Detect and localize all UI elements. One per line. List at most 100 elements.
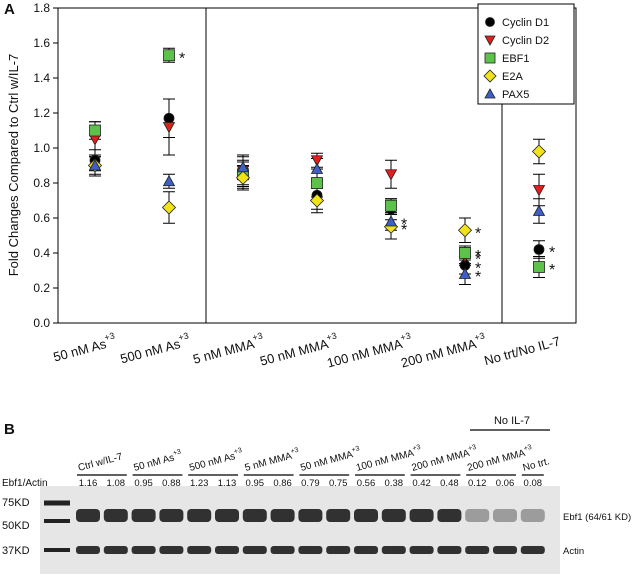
category-name: 50 nM MMA: [258, 336, 330, 369]
ebf1-band: [242, 509, 267, 522]
ebf1-band: [270, 509, 295, 522]
significance: *: [549, 245, 555, 262]
group-name: 50 nM MMA: [299, 449, 354, 474]
actin-band: [520, 546, 545, 554]
group-name: 200 nM MMA: [411, 448, 472, 474]
group-superscript: +3: [233, 447, 243, 456]
group-name: Ctrl w/IL-7: [77, 451, 124, 474]
ebf1-band: [103, 509, 128, 522]
significance: *: [549, 262, 555, 279]
size-marker: 50KD: [2, 520, 30, 532]
actin-band: [326, 546, 351, 554]
legend-label: Cyclin D1: [502, 17, 549, 29]
y-tick-label: 0.8: [33, 176, 50, 190]
group-name: 500 nM As: [188, 451, 237, 474]
point: [309, 193, 325, 208]
y-tick-label: 0.0: [33, 316, 50, 330]
no-il7-label: No IL-7: [494, 415, 530, 427]
category-superscript: +3: [177, 331, 190, 343]
ebf1-band: [76, 509, 100, 522]
point: [161, 200, 177, 215]
actin-band: [159, 546, 184, 554]
ebf1-band: [215, 509, 239, 522]
category-name: 100 nM MMA: [325, 336, 404, 371]
point: [458, 267, 472, 279]
point: [162, 174, 176, 187]
ratio-value: 0.75: [329, 478, 348, 489]
point: [310, 155, 324, 167]
group-superscript: +3: [351, 445, 361, 454]
category-name: 500 nM As: [119, 336, 183, 367]
panel-label: A: [4, 1, 15, 18]
point: [310, 162, 324, 174]
legend-label: Cyclin D2: [502, 35, 549, 47]
legend-marker: [483, 69, 497, 83]
point: [163, 112, 175, 124]
actin-band: [103, 546, 128, 554]
ebf1-band: [298, 509, 323, 522]
legend-marker: [485, 17, 495, 27]
y-tick-label: 0.2: [33, 281, 50, 295]
legend-marker: [484, 35, 496, 46]
band-label: Actin: [563, 546, 584, 557]
ebf1-band: [493, 509, 517, 522]
ratio-value: 0.56: [357, 478, 376, 489]
y-axis-title: Fold Changes Compared to Ctrl w/IL-7: [6, 54, 21, 277]
point: [531, 144, 547, 159]
legend-marker: [484, 88, 496, 99]
ratio-value: 0.42: [412, 478, 431, 489]
ladder-band: [44, 500, 70, 506]
y-tick-label: 1.4: [33, 71, 50, 85]
ratio-value: 0.48: [440, 478, 459, 489]
actin-band: [270, 546, 295, 554]
category-name: 50 nM As: [52, 336, 109, 365]
ebf1-band: [409, 509, 434, 522]
ratio-value: 0.06: [496, 478, 515, 489]
y-tick-label: 1.6: [33, 36, 50, 50]
x-tick-label: 500 nM As+3: [118, 331, 192, 367]
ratio-value: 1.16: [79, 478, 98, 489]
ratio-value: 0.79: [301, 478, 320, 489]
point: [532, 185, 546, 197]
group-label: 5 nM MMA+3: [243, 447, 301, 474]
point: [88, 159, 102, 171]
point: [533, 261, 545, 273]
ebf1-band: [354, 509, 378, 522]
group-superscript: +3: [467, 444, 477, 453]
actin-band: [298, 546, 323, 554]
category-superscript: +3: [103, 331, 116, 343]
significance: *: [475, 252, 481, 269]
legend-label: PAX5: [502, 89, 529, 101]
group-label: Ctrl w/IL-7: [77, 451, 124, 474]
actin-band: [242, 546, 267, 554]
point: [533, 244, 545, 255]
ratio-value: 1.08: [107, 478, 126, 489]
actin-band: [381, 546, 406, 554]
ratio-value: 1.13: [218, 478, 237, 489]
x-tick-label: 5 nM MMA+3: [190, 331, 265, 367]
category-superscript: +3: [251, 331, 264, 343]
point: [532, 204, 546, 216]
group-name: 50 nM As: [133, 452, 176, 473]
ladder-band: [44, 548, 70, 552]
category-superscript: +3: [325, 331, 338, 343]
category-name: No trt/No IL-7: [483, 333, 562, 368]
y-tick-label: 1.0: [33, 141, 50, 155]
legend-label: EBF1: [502, 53, 530, 65]
x-tick-label: 100 nM MMA+3: [325, 331, 414, 371]
blot-image: [40, 486, 560, 574]
x-tick-label: 50 nM As+3: [51, 331, 118, 365]
ratio-value: 0.12: [468, 478, 487, 489]
point: [384, 169, 398, 181]
actin-band: [76, 546, 100, 554]
actin-band: [437, 546, 462, 554]
category-superscript: +3: [473, 331, 486, 343]
panel-label: B: [4, 421, 15, 438]
x-tick-label: No trt/No IL-7: [483, 333, 562, 368]
y-tick-label: 1.8: [33, 1, 50, 15]
group-name: 100 nM MMA: [355, 448, 416, 474]
group-superscript: +3: [290, 447, 300, 456]
ratio-value: 1.23: [190, 478, 209, 489]
y-tick-label: 1.2: [33, 106, 50, 120]
point: [236, 160, 250, 173]
